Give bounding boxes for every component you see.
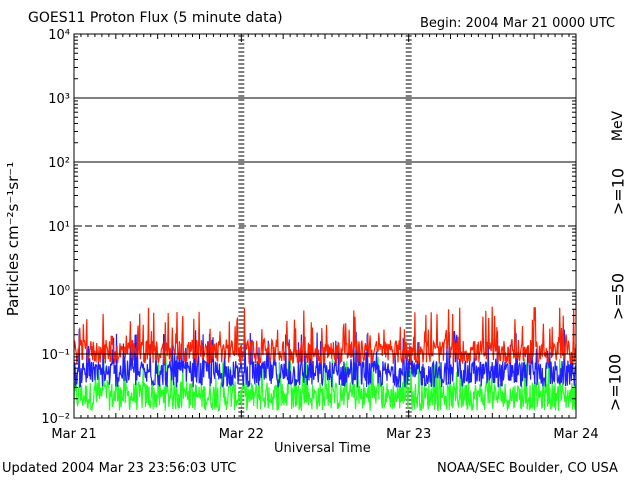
axes [73, 33, 577, 419]
grid-lines [74, 35, 576, 417]
y-tick-label: 10⁴ [48, 28, 70, 43]
y-tick-label: 10¹ [48, 220, 70, 235]
y-tick-label: 10³ [48, 92, 70, 107]
updated-timestamp: Updated 2004 Mar 23 23:56:03 UTC [2, 461, 237, 476]
units-label: MeV [610, 110, 626, 142]
series-ge10 [73, 306, 577, 366]
series-lines [73, 306, 577, 412]
y-tick-label: 10⁻² [41, 412, 70, 427]
series-ge100 [73, 354, 577, 412]
tick-labels: Mar 21 Mar 22 Mar 23 Mar 24 10⁻² 10⁻¹ 10⁰ 10¹ 10… [41, 28, 598, 442]
legend-ge10: >=10 [608, 167, 628, 216]
day-separator [405, 35, 412, 417]
credit: NOAA/SEC Boulder, CO USA [437, 461, 618, 476]
legend-ge100: >=100 [605, 353, 625, 412]
y-tick-label: 10⁰ [48, 284, 70, 299]
series-ge50 [73, 329, 577, 388]
x-tick-label: Mar 24 [553, 427, 598, 442]
y-tick-label: 10⁻¹ [41, 348, 70, 363]
x-tick-label: Mar 21 [51, 427, 96, 442]
x-tick-label: Mar 22 [219, 427, 264, 442]
begin-time: Begin: 2004 Mar 21 0000 UTC [420, 16, 616, 31]
day-separator [238, 35, 245, 417]
y-axis-label: Particles cm⁻²s⁻¹sr⁻¹ [4, 161, 22, 317]
x-axis-label: Universal Time [274, 441, 371, 456]
chart-title: GOES11 Proton Flux (5 minute data) [28, 10, 283, 26]
y-tick-label: 10² [48, 156, 70, 171]
x-tick-label: Mar 23 [386, 427, 431, 442]
legend-ge50: >=50 [608, 272, 628, 321]
